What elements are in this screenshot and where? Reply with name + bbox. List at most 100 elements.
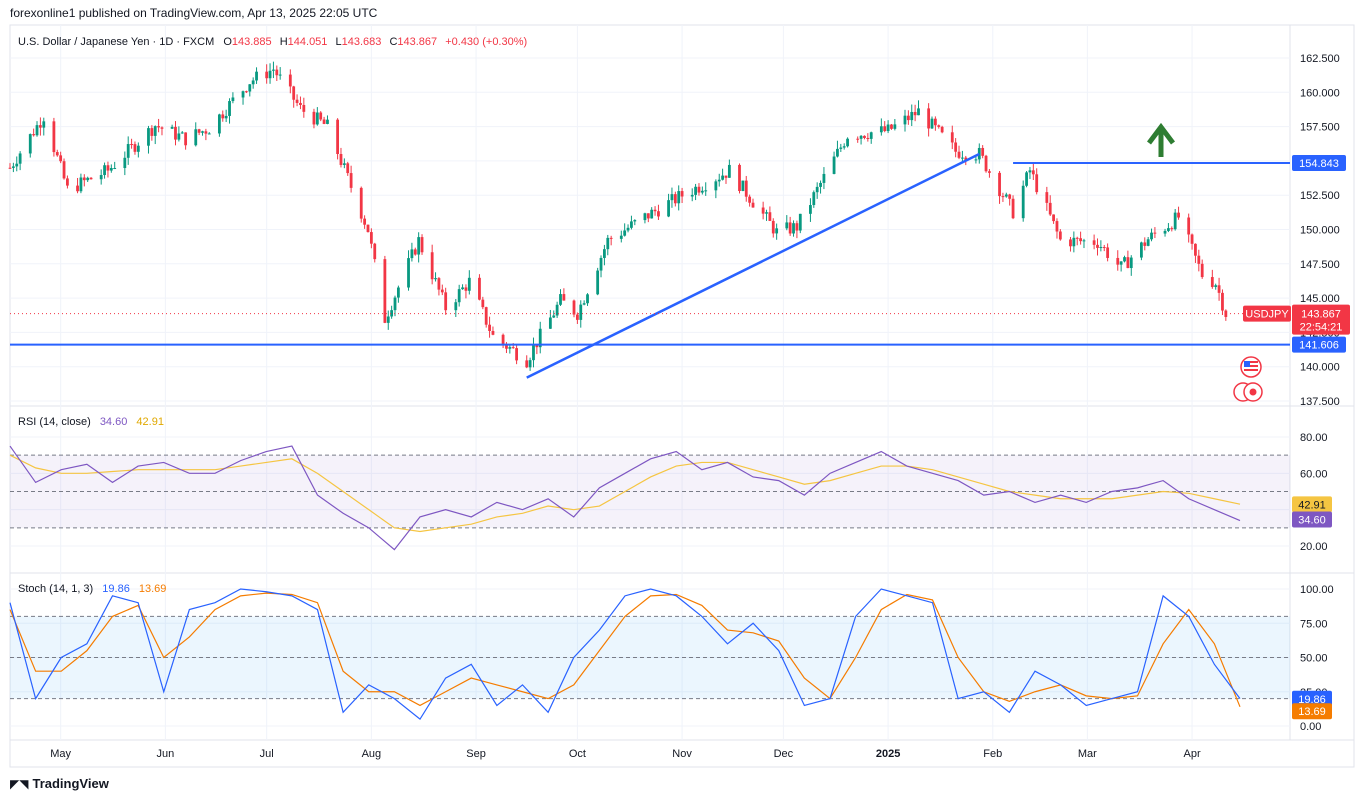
svg-text:USDJPY: USDJPY <box>1245 309 1289 321</box>
candle <box>1217 277 1221 301</box>
main-legend[interactable]: U.S. Dollar / Japanese Yen · 1D · FXCM O… <box>18 36 527 48</box>
candle <box>103 162 106 179</box>
candle <box>59 151 63 164</box>
svg-text:141.606: 141.606 <box>1299 340 1339 352</box>
price-tick-label: 157.500 <box>1300 122 1340 134</box>
rsi-title: RSI (14, close) <box>18 416 91 428</box>
candle <box>927 103 931 137</box>
candle <box>653 206 657 216</box>
rsi-line <box>9 445 1241 551</box>
candle <box>812 190 816 208</box>
candle <box>748 194 752 207</box>
candle <box>1123 255 1126 263</box>
candle <box>609 235 613 246</box>
candle <box>383 255 387 324</box>
tradingview-logo[interactable]: ◤◥ TradingView <box>10 776 109 791</box>
candle <box>106 161 110 178</box>
up-arrow-icon[interactable] <box>1147 122 1175 157</box>
candle <box>413 247 417 256</box>
close-value: 143.867 <box>397 36 437 48</box>
candle <box>160 126 164 136</box>
candle <box>481 296 485 310</box>
time-tick-label: Mar <box>1078 748 1097 760</box>
candle <box>292 85 296 108</box>
candle <box>326 115 329 125</box>
tradingview-logo-icon: ◤◥ <box>10 776 29 791</box>
candle <box>890 123 893 130</box>
candle <box>1143 237 1147 251</box>
candle <box>319 111 323 122</box>
candle <box>738 163 741 194</box>
candle <box>798 213 802 234</box>
candle <box>677 185 681 211</box>
candle <box>694 183 697 201</box>
time-tick-label: Feb <box>983 748 1002 760</box>
candle <box>1031 163 1035 181</box>
candle <box>910 104 914 127</box>
price-tick-label: 160.000 <box>1300 87 1340 99</box>
rsi-legend[interactable]: RSI (14, close) 34.60 42.91 <box>18 416 164 428</box>
candle <box>322 116 326 125</box>
candle <box>484 306 488 328</box>
candle <box>700 186 704 195</box>
candle <box>879 118 883 136</box>
stoch-legend[interactable]: Stoch (14, 1, 3) 19.86 13.69 <box>18 583 166 595</box>
candle <box>1069 236 1072 252</box>
candle <box>79 173 83 194</box>
candle <box>410 242 414 262</box>
candle <box>866 133 870 142</box>
svg-text:42.91: 42.91 <box>1298 499 1326 511</box>
candle <box>1099 240 1103 252</box>
candle <box>785 215 789 231</box>
candle <box>751 198 755 208</box>
candle <box>839 143 843 152</box>
candle <box>1055 218 1059 239</box>
stoch-tick-label: 50.00 <box>1300 653 1328 665</box>
candle <box>86 176 90 182</box>
candle <box>62 158 66 180</box>
candle <box>603 244 606 266</box>
candle <box>1177 206 1180 220</box>
candle <box>207 132 211 135</box>
candle <box>454 298 458 317</box>
candle <box>130 138 133 149</box>
candle <box>133 141 137 155</box>
candle <box>697 183 701 196</box>
candle <box>11 162 15 173</box>
candle <box>974 156 978 164</box>
candle <box>153 125 157 145</box>
candle <box>315 107 319 126</box>
symbol-tag[interactable]: USDJPY <box>1243 305 1291 322</box>
candle <box>1072 231 1076 253</box>
candle <box>998 170 1001 204</box>
time-tick-label: 2025 <box>876 748 900 760</box>
candle <box>373 242 377 263</box>
time-tick-label: Sep <box>466 748 486 760</box>
candle <box>630 215 633 230</box>
candle <box>883 121 887 133</box>
candle <box>126 136 130 165</box>
rsi-value-tag: 34.60 <box>1292 511 1332 528</box>
trendline[interactable] <box>526 152 980 379</box>
candle <box>396 285 400 303</box>
us-flag-icon[interactable] <box>1240 356 1262 378</box>
candle <box>586 293 589 306</box>
candle <box>1194 243 1197 263</box>
rsi-ma-value: 42.91 <box>136 416 164 428</box>
stoch-k-tag: 19.86 <box>1292 690 1332 707</box>
candle <box>819 180 822 194</box>
candle <box>1139 241 1143 261</box>
candle <box>342 158 346 169</box>
candle <box>278 67 282 80</box>
level-tag-141606[interactable]: 141.606 <box>1292 336 1346 353</box>
candle <box>15 156 19 172</box>
candle <box>1079 231 1083 245</box>
candle <box>525 355 529 369</box>
candle <box>937 124 941 129</box>
level-tag-154843[interactable]: 154.843 <box>1292 155 1346 172</box>
jp-flag-icon[interactable] <box>1233 382 1263 402</box>
rsi-band-lines <box>10 454 1290 529</box>
candle <box>18 151 22 171</box>
